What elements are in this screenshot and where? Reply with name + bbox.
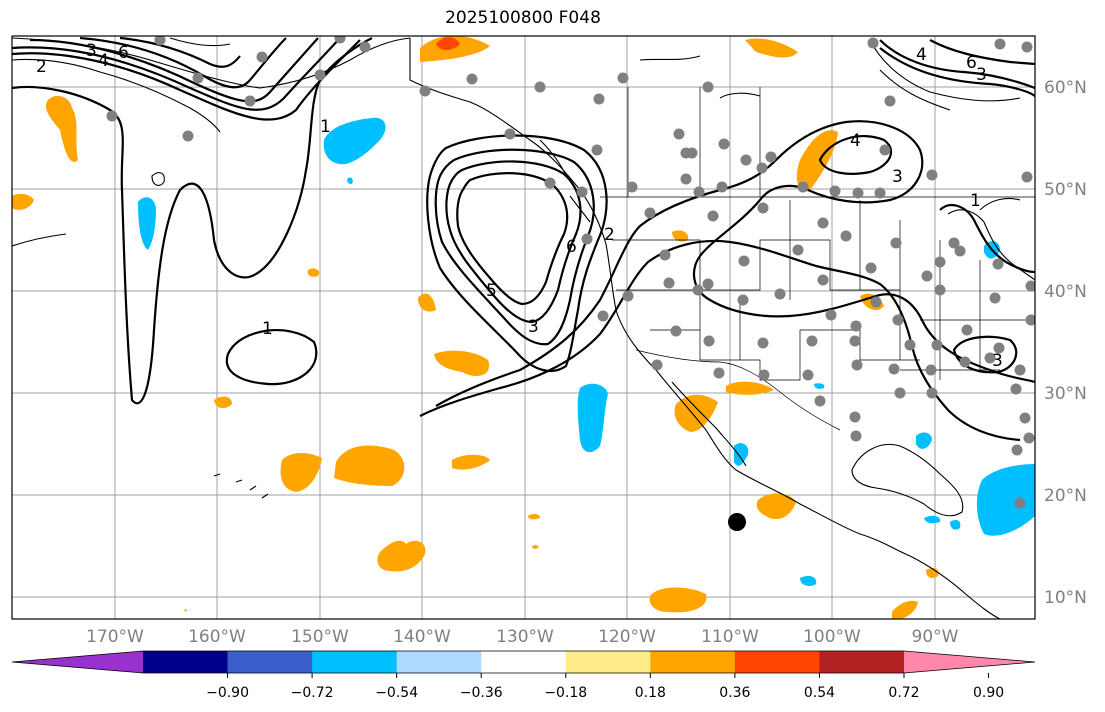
contour-label: 3	[976, 65, 987, 85]
colorbar-segment	[312, 651, 398, 673]
contour-label: 4	[916, 45, 927, 65]
contour-label: 1	[320, 117, 331, 137]
colorbar-segment	[565, 651, 651, 673]
colorbar-segment	[819, 651, 905, 673]
contour-label: 1	[970, 191, 981, 211]
colorbar-tick-label: 0.72	[888, 685, 919, 701]
contour-label: 6	[566, 237, 577, 257]
colorbar-tick-label: 0.90	[973, 685, 1004, 701]
contour-lines	[12, 36, 1035, 442]
colorbar-tick-label: −0.90	[206, 685, 249, 701]
contour-label: 4	[850, 131, 861, 151]
lon-label: 100°W	[803, 627, 861, 647]
latitude-labels: 60°N 50°N 40°N 30°N 20°N 10°N	[1044, 78, 1087, 608]
colorbar-tick-label: −0.18	[544, 685, 587, 701]
colorbar-segment	[396, 651, 482, 673]
colorbar-tick-label: −0.36	[460, 685, 503, 701]
contour-label: 3	[892, 167, 903, 187]
lon-label: 170°W	[86, 627, 144, 647]
lon-label: 90°W	[912, 627, 959, 647]
lon-label: 130°W	[496, 627, 554, 647]
colorbar-segment	[481, 651, 567, 673]
contour-label: 2	[604, 225, 615, 245]
colorbar-tick-label: −0.72	[291, 685, 334, 701]
contour-label: 6	[966, 53, 977, 73]
colorbar-tick-label: 0.36	[719, 685, 750, 701]
contour-label: 3	[86, 41, 97, 61]
lon-label: 140°W	[393, 627, 451, 647]
map-plot-area	[12, 36, 1035, 619]
station-dots	[106, 36, 1035, 509]
colorbar-segment	[734, 651, 820, 673]
location-marker	[728, 513, 746, 531]
lat-label: 60°N	[1044, 78, 1087, 98]
contour-label: 4	[98, 51, 109, 71]
plot-frame	[11, 35, 1036, 620]
colorbar-tick-label: 0.18	[635, 685, 666, 701]
colorbar-outline	[11, 650, 1036, 674]
colorbar-tick-label: −0.54	[375, 685, 418, 701]
lat-label: 20°N	[1044, 486, 1087, 506]
lon-label: 110°W	[701, 627, 759, 647]
contour-label: 2	[36, 57, 47, 77]
colorbar-extend-min	[12, 651, 143, 673]
lon-label: 120°W	[598, 627, 656, 647]
lon-label: 160°W	[188, 627, 246, 647]
contour-label: 3	[528, 317, 539, 337]
lon-label: 150°W	[291, 627, 349, 647]
lat-label: 50°N	[1044, 180, 1087, 200]
colorbar-segment	[650, 651, 736, 673]
anomaly-shading	[12, 36, 1035, 619]
lat-label: 30°N	[1044, 384, 1087, 404]
colorbar-segment	[143, 651, 229, 673]
colorbar-tick-label: 0.54	[804, 685, 835, 701]
contour-label-group: 2 3 4 6 1 1 5 6 2 3 4 3 4 6 3 3 1	[36, 41, 1003, 371]
contour-label: 6	[118, 43, 129, 63]
lat-label: 40°N	[1044, 282, 1087, 302]
contour-label: 1	[262, 319, 273, 339]
contour-label: 3	[992, 351, 1003, 371]
colorbar: −0.90 −0.72 −0.54 −0.36 −0.18 0.18 0.36 0.54 0.7…	[11, 650, 1036, 701]
coastlines	[12, 37, 1035, 619]
lat-label: 10°N	[1044, 588, 1087, 608]
contour-label: 5	[486, 281, 497, 301]
colorbar-segment	[227, 651, 313, 673]
map-title: 2025100800 F048	[445, 8, 601, 28]
colorbar-extend-max	[904, 651, 1035, 673]
longitude-labels: 170°W 160°W 150°W 140°W 130°W 120°W 110°…	[86, 627, 959, 647]
